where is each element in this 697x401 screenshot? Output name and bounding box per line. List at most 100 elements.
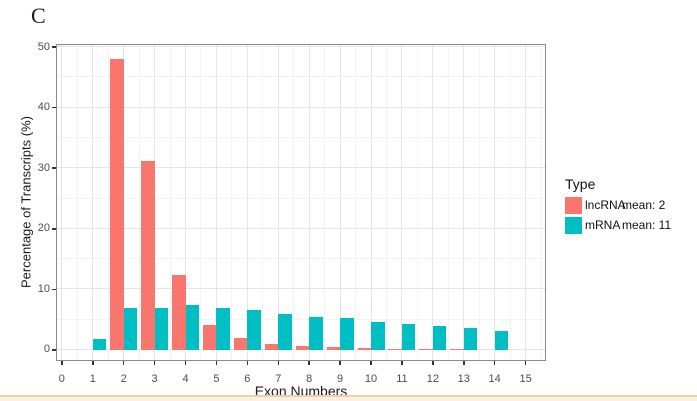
gridline-x-minor [262,44,264,361]
gridline-x-minor [509,44,511,361]
legend-mean-mRNA: mean: 11 [622,218,672,232]
x-tick-label: 8 [306,373,313,385]
y-axis-tick [52,106,56,109]
gridline-x-major [154,44,156,361]
y-axis-tick [52,288,56,291]
bar-lncRNA-exon-5 [202,324,217,350]
x-axis-tick [370,361,372,365]
gridline-x-major [401,44,403,361]
bar-mRNA-exon-8 [309,316,323,350]
gridline-x-minor [540,44,542,361]
x-tick-label: 3 [151,373,158,385]
gridline-y-minor [56,318,546,320]
x-tick-label: 10 [364,373,378,385]
y-tick-label: 0 [43,343,50,356]
bar-mRNA-exon-12 [432,326,447,350]
x-tick-label: 14 [488,373,501,385]
bar-lncRNA-exon-6 [233,338,248,350]
x-tick-label: 4 [182,373,189,385]
legend-swatch-mRNA [565,216,582,234]
x-axis-tick [432,361,434,365]
gridline-x-minor [385,44,387,361]
y-tick-label: 10 [37,282,50,295]
bar-lncRNA-exon-4 [172,274,186,350]
bar-lncRNA-exon-12 [419,348,433,350]
x-axis-tick [339,361,341,365]
bar-mRNA-exon-13 [463,328,478,350]
gridline-x-major [277,44,279,361]
bar-mRNA-exon-10 [371,321,385,350]
legend-item-mRNA: mRNA mean: 11 [565,215,671,235]
gridline-y-minor [56,136,546,138]
gridline-x-major [185,44,187,361]
gridline-x-minor [416,44,418,361]
bar-mRNA-exon-9 [340,318,354,350]
plot-panel [56,44,546,361]
x-axis-tick [246,361,249,365]
gridline-x-minor [478,44,480,361]
x-axis-tick [277,361,280,365]
bar-lncRNA-exon-8 [295,345,310,350]
x-tick-label: 11 [396,373,408,385]
gridline-x-major [370,44,372,361]
y-axis-tick [52,228,56,230]
gridline-x-major [246,44,248,361]
bar-mRNA-exon-11 [401,323,416,350]
y-axis-tick [52,46,56,48]
legend-swatch-lncRNA [565,196,582,214]
legend-label-mRNA: mRNA [585,218,621,232]
x-axis-tick [401,361,403,365]
legend: Type lncRNA mean: 2 mRNA mean: 11 [565,176,671,235]
bottom-accent-band [0,397,697,401]
y-tick-label: 30 [37,161,50,174]
bar-lncRNA-exon-7 [264,343,279,350]
gridline-x-minor [293,44,295,361]
x-tick-label: 6 [244,373,251,385]
gridline-x-major [339,44,341,361]
y-axis-tick [52,349,56,351]
legend-label-lncRNA: lncRNA [585,198,626,212]
bar-lncRNA-exon-13 [450,349,464,350]
y-tick-label: 20 [37,222,50,235]
gridline-x-major [525,44,527,361]
gridline-y-major [56,288,546,290]
bar-mRNA-exon-6 [247,310,261,350]
gridline-x-major [61,44,63,361]
x-axis-tick [184,361,187,365]
gridline-y-minor [56,76,546,78]
bar-mRNA-exon-7 [278,314,292,350]
gridline-y-major [56,167,546,169]
gridline-x-minor [169,44,171,361]
x-axis-tick [524,361,527,365]
gridline-y-major [56,227,546,229]
x-axis-tick [92,361,94,365]
y-tick-label: 50 [37,40,50,53]
bar-mRNA-exon-14 [494,331,509,350]
gridline-x-minor [447,44,449,361]
x-axis-tick [122,361,125,365]
x-tick-label: 12 [426,373,439,385]
gridline-x-major [92,44,94,361]
gridline-x-major [463,44,465,361]
x-tick-label: 15 [519,373,532,385]
gridline-x-major [432,44,434,361]
x-tick-label: 7 [275,373,282,385]
legend-title: Type [565,176,596,192]
x-axis-tick [463,361,465,365]
x-tick-label: 9 [337,373,344,385]
gridline-y-major [56,46,546,48]
gridline-x-major [308,44,310,361]
x-axis-tick [308,361,310,365]
gridline-x-minor [138,44,140,361]
x-tick-label: 5 [213,373,220,385]
x-axis-tick [61,361,63,365]
x-tick-label: 0 [58,373,65,385]
gridline-x-major [494,44,496,361]
bar-lncRNA-exon-11 [388,348,402,350]
bar-lncRNA-exon-9 [326,346,341,350]
gridline-x-minor [324,44,326,361]
y-axis-title: Percentage of Transcripts (%) [18,116,34,288]
bottom-accent-line [0,395,697,397]
gridline-x-minor [355,44,357,361]
bar-lncRNA-exon-3 [141,160,155,350]
